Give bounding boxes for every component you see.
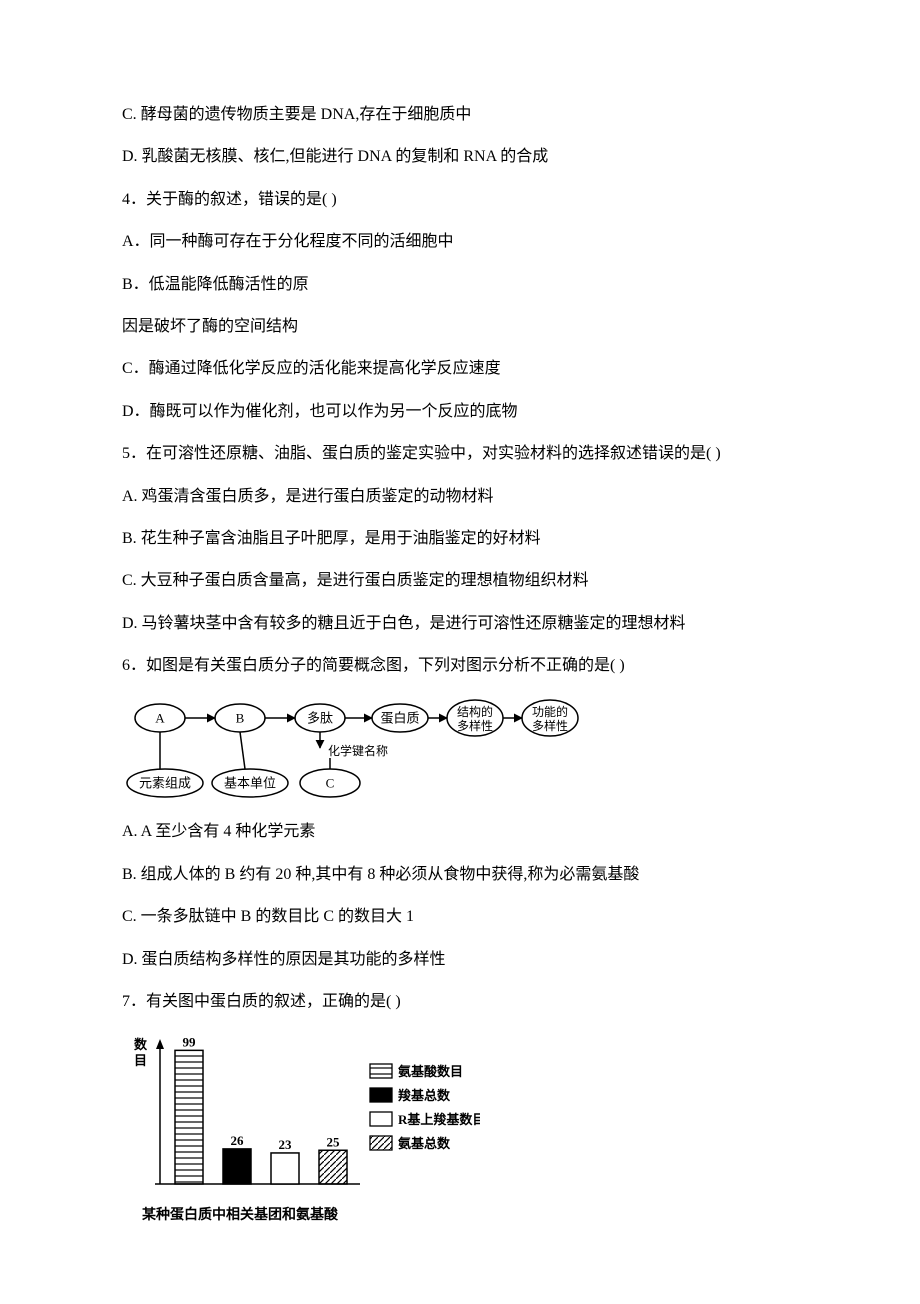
svg-text:B: B (236, 711, 245, 726)
svg-text:氨基酸数目: 氨基酸数目 (397, 1064, 463, 1079)
svg-text:结构的: 结构的 (457, 704, 493, 719)
option-3d: D. 乳酸菌无核膜、核仁,但能进行 DNA 的复制和 RNA 的合成 (90, 142, 830, 172)
option-6c: C. 一条多肽链中 B 的数目比 C 的数目大 1 (90, 902, 830, 932)
bar-chart: 数目 99 26 23 25 氨基酸数目羧基总数 R基上羧基数目氨基总数 某种蛋白质中相关基… (120, 1029, 830, 1230)
svg-text:多样性: 多样性 (457, 718, 493, 733)
svg-text:羧基总数: 羧基总数 (398, 1088, 451, 1103)
svg-text:功能的: 功能的 (532, 704, 568, 719)
svg-text:化学键名称: 化学键名称 (328, 743, 388, 758)
option-6b: B. 组成人体的 B 约有 20 种,其中有 8 种必须从食物中获得,称为必需氨… (90, 860, 830, 890)
option-5d: D. 马铃薯块茎中含有较多的糖且近于白色，是进行可溶性还原糖鉴定的理想材料 (90, 609, 830, 639)
option-6d: D. 蛋白质结构多样性的原因是其功能的多样性 (90, 945, 830, 975)
bar-chart-title: 某种蛋白质中相关基团和氨基酸 (120, 1203, 360, 1230)
svg-text:目: 目 (134, 1053, 147, 1068)
svg-text:A: A (155, 711, 165, 726)
option-4b-part1: B．低温能降低酶活性的原 (90, 270, 830, 300)
concept-diagram: AB多肽蛋白质结构的多样性功能的多样性元素组成基本单位C化学键名称 (120, 693, 830, 803)
svg-text:99: 99 (183, 1035, 197, 1050)
question-6: 6．如图是有关蛋白质分子的简要概念图，下列对图示分析不正确的是( ) (90, 651, 830, 681)
svg-text:R基上羧基数目: R基上羧基数目 (398, 1112, 480, 1127)
svg-text:数: 数 (134, 1037, 148, 1052)
svg-text:元素组成: 元素组成 (139, 776, 191, 791)
svg-text:多样性: 多样性 (532, 718, 568, 733)
svg-text:26: 26 (231, 1133, 245, 1148)
option-5c: C. 大豆种子蛋白质含量高，是进行蛋白质鉴定的理想植物组织材料 (90, 566, 830, 596)
svg-text:氨基总数: 氨基总数 (397, 1136, 451, 1151)
option-5b: B. 花生种子富含油脂且子叶肥厚，是用于油脂鉴定的好材料 (90, 524, 830, 554)
svg-text:23: 23 (279, 1137, 293, 1152)
option-4d: D．酶既可以作为催化剂，也可以作为另一个反应的底物 (90, 397, 830, 427)
option-4b-part2: 因是破坏了酶的空间结构 (90, 312, 830, 342)
question-5: 5．在可溶性还原糖、油脂、蛋白质的鉴定实验中，对实验材料的选择叙述错误的是( ) (90, 439, 830, 469)
option-5a: A. 鸡蛋清含蛋白质多，是进行蛋白质鉴定的动物材料 (90, 482, 830, 512)
option-6a: A. A 至少含有 4 种化学元素 (90, 817, 830, 847)
svg-text:蛋白质: 蛋白质 (380, 711, 419, 726)
option-3c: C. 酵母菌的遗传物质主要是 DNA,存在于细胞质中 (90, 100, 830, 130)
svg-text:C: C (326, 776, 335, 791)
svg-text:25: 25 (327, 1135, 341, 1150)
option-4c: C．酶通过降低化学反应的活化能来提高化学反应速度 (90, 354, 830, 384)
question-4: 4．关于酶的叙述，错误的是( ) (90, 185, 830, 215)
option-4a: A．同一种酶可存在于分化程度不同的活细胞中 (90, 227, 830, 257)
question-7: 7．有关图中蛋白质的叙述，正确的是( ) (90, 987, 830, 1017)
svg-text:多肽: 多肽 (307, 711, 333, 726)
svg-text:基本单位: 基本单位 (224, 776, 276, 791)
